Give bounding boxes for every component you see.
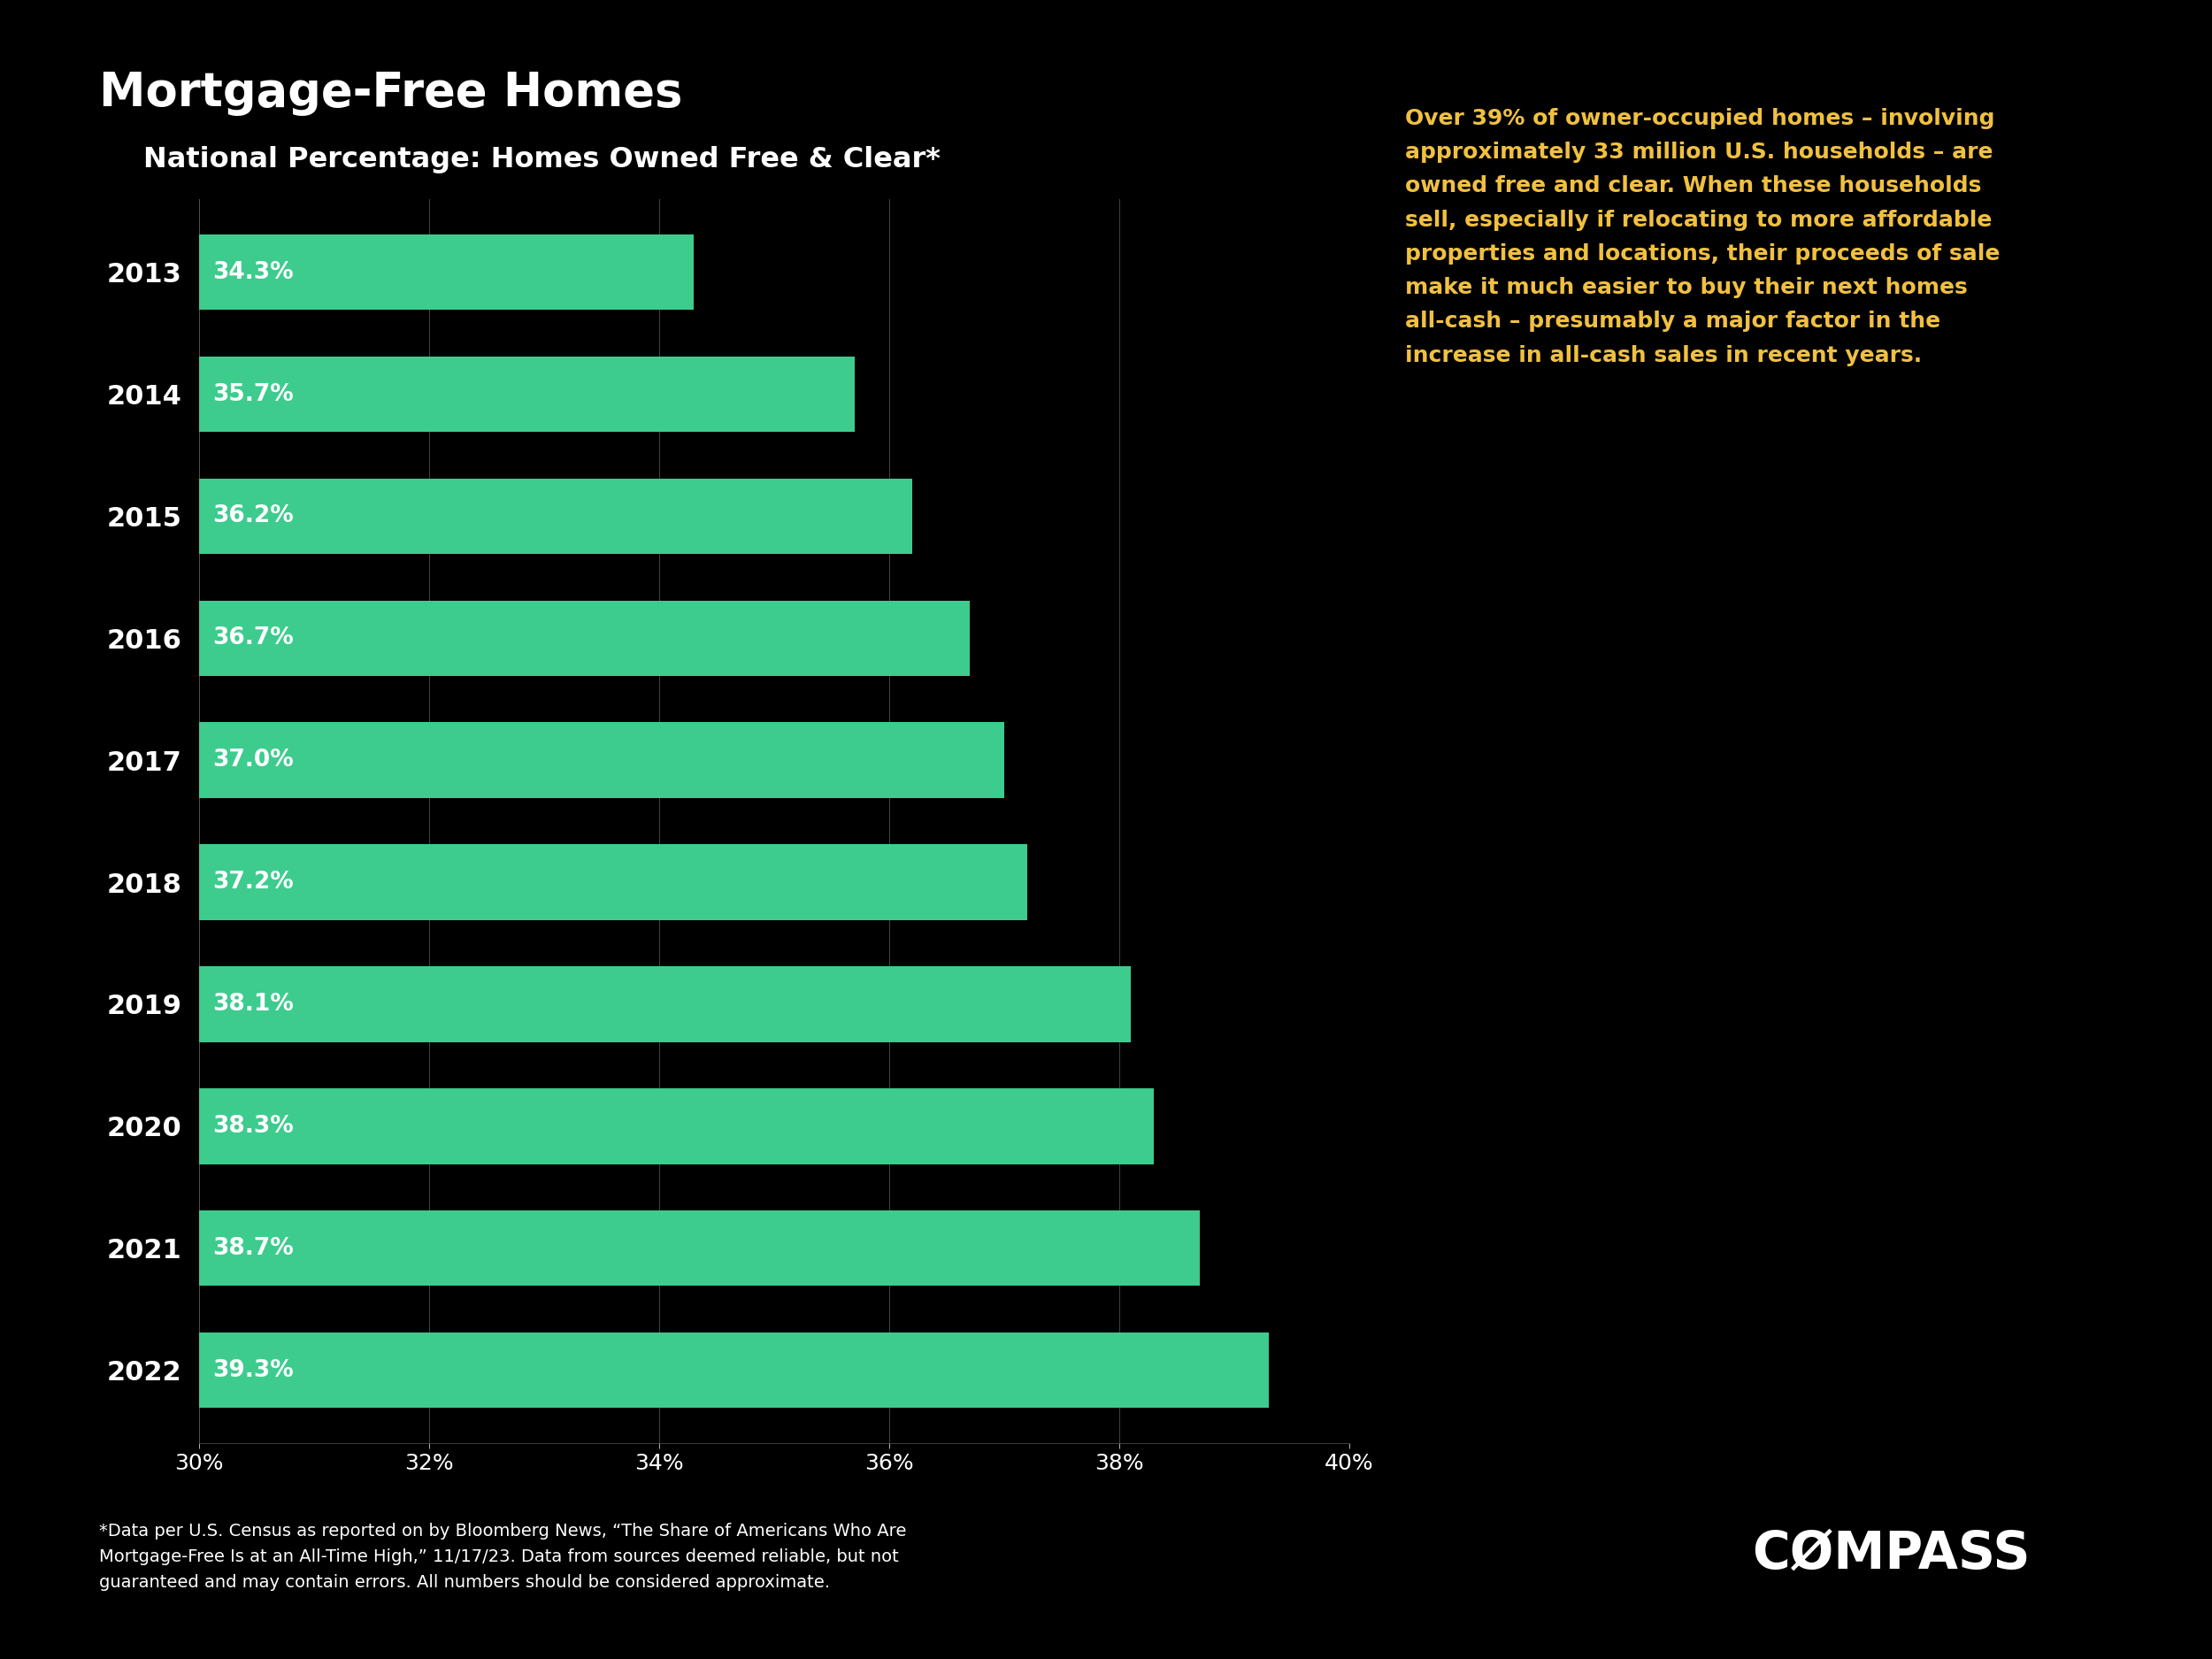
Text: 36.2%: 36.2% bbox=[212, 504, 294, 528]
Text: Over 39% of owner-occupied homes – involving
approximately 33 million U.S. house: Over 39% of owner-occupied homes – invol… bbox=[1405, 108, 2000, 367]
Text: Mortgage-Free Homes: Mortgage-Free Homes bbox=[100, 70, 684, 116]
Bar bbox=[199, 1088, 1155, 1165]
Bar bbox=[199, 478, 911, 554]
Bar bbox=[199, 722, 1004, 798]
Text: 35.7%: 35.7% bbox=[212, 383, 294, 406]
Bar bbox=[199, 1332, 1270, 1408]
Bar bbox=[199, 1211, 1199, 1286]
Text: 39.3%: 39.3% bbox=[212, 1359, 294, 1382]
Bar bbox=[199, 601, 969, 677]
Text: 38.1%: 38.1% bbox=[212, 992, 294, 1015]
Bar bbox=[199, 234, 695, 310]
Text: 37.0%: 37.0% bbox=[212, 748, 294, 771]
Text: 36.7%: 36.7% bbox=[212, 627, 294, 650]
Bar bbox=[199, 357, 854, 431]
Text: 38.3%: 38.3% bbox=[212, 1115, 294, 1138]
Bar bbox=[199, 844, 1026, 921]
Text: *Data per U.S. Census as reported on by Bloomberg News, “The Share of Americans : *Data per U.S. Census as reported on by … bbox=[100, 1523, 907, 1591]
Text: 37.2%: 37.2% bbox=[212, 871, 294, 894]
Text: CØMPASS: CØMPASS bbox=[1752, 1530, 2031, 1579]
Text: 38.7%: 38.7% bbox=[212, 1236, 294, 1259]
Text: National Percentage: Homes Owned Free & Clear*: National Percentage: Homes Owned Free & … bbox=[144, 146, 940, 174]
Bar bbox=[199, 966, 1130, 1042]
Text: 34.3%: 34.3% bbox=[212, 260, 294, 284]
